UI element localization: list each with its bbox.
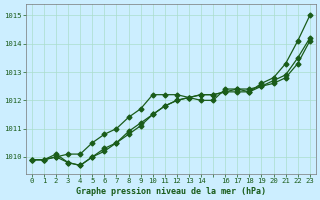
X-axis label: Graphe pression niveau de la mer (hPa): Graphe pression niveau de la mer (hPa)	[76, 187, 266, 196]
